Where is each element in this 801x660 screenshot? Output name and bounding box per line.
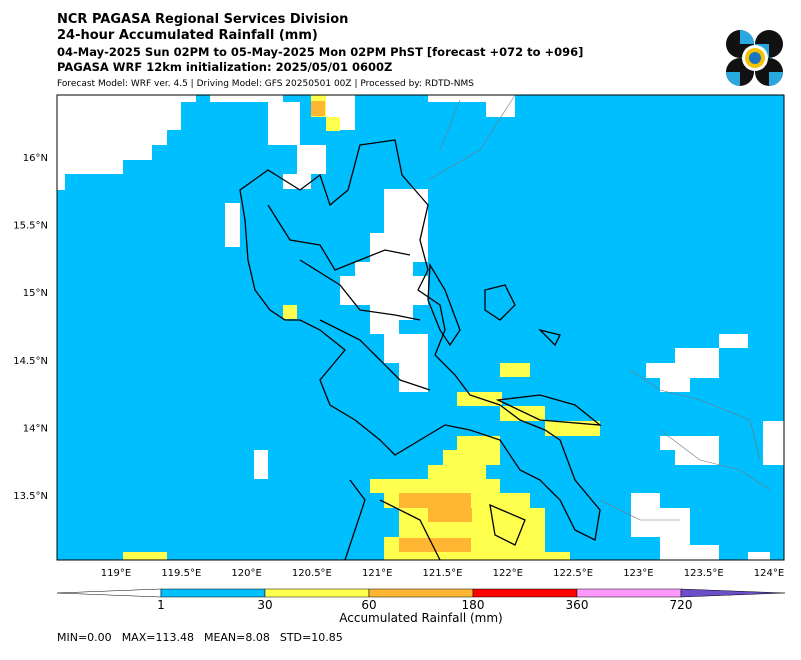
lon-label: 123°E	[623, 568, 653, 579]
init: PAGASA WRF 12km initialization: 2025/05/…	[57, 60, 392, 74]
lon-label: 123.5°E	[684, 568, 724, 579]
colorbar-tick-label: 180	[462, 598, 485, 612]
stat: MAX=113.48	[122, 631, 194, 644]
lon-label: 120°E	[231, 568, 261, 579]
rain-60-180	[311, 101, 472, 552]
lat-label: 15°N	[23, 288, 48, 299]
stats: MIN=0.00 MAX=113.48 MEAN=8.08 STD=10.85	[57, 631, 343, 644]
lat-label: 16°N	[23, 153, 48, 164]
lon-label: 124°E	[754, 568, 784, 579]
colorbar-tick-label: 360	[566, 598, 589, 612]
lat-label: 13.5°N	[13, 491, 48, 502]
subtitle: 24-hour Accumulated Rainfall (mm)	[57, 28, 318, 43]
title: NCR PAGASA Regional Services Division	[57, 12, 348, 27]
colorbar-tick-label: 60	[361, 598, 376, 612]
lon-label: 121.5°E	[423, 568, 463, 579]
lon-label: 120.5°E	[292, 568, 332, 579]
stat: MEAN=8.08	[204, 631, 270, 644]
stat: STD=10.85	[280, 631, 343, 644]
colorbar-segment	[368, 588, 474, 598]
colorbar-label: Accumulated Rainfall (mm)	[339, 611, 502, 625]
coastlines	[239, 94, 771, 561]
colorbar-tick-label: 720	[670, 598, 693, 612]
colorbar-segment	[160, 588, 266, 598]
colorbar-segment	[56, 588, 162, 598]
period: 04-May-2025 Sun 02PM to 05-May-2025 Mon …	[57, 45, 583, 59]
colorbar-tick-label: 30	[257, 598, 272, 612]
colorbar-segment	[264, 588, 370, 598]
colorbar-segment	[680, 588, 786, 598]
lon-label: 122.5°E	[553, 568, 593, 579]
lat-label: 14°N	[23, 423, 48, 434]
colorbar-segment	[472, 588, 578, 598]
colorbar-segment	[576, 588, 682, 598]
map	[56, 94, 785, 561]
lon-labels: 119°E 119.5°E 120°E 120.5°E 121°E 121.5°E 122°…	[101, 568, 784, 579]
lat-label: 15.5°N	[13, 221, 48, 232]
lon-label: 119.5°E	[161, 568, 201, 579]
logo	[726, 30, 783, 86]
lon-label: 121°E	[362, 568, 392, 579]
lon-label: 122°E	[493, 568, 523, 579]
colorbar-tick-label: 1	[157, 598, 165, 612]
model-info: Forecast Model: WRF ver. 4.5 | Driving M…	[57, 79, 474, 89]
stat: MIN=0.00	[57, 631, 112, 644]
colorbar: 1 30 60 180 360 720	[56, 588, 786, 612]
lon-label: 119°E	[101, 568, 131, 579]
lat-labels: 16°N 15.5°N 15°N 14.5°N 14°N 13.5°N	[13, 153, 48, 502]
lat-label: 14.5°N	[13, 356, 48, 367]
